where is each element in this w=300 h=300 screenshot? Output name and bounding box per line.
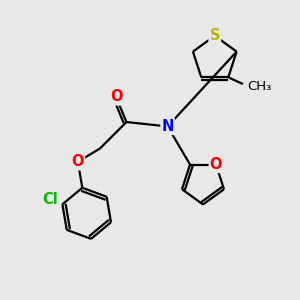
Text: S: S bbox=[209, 28, 220, 43]
Text: CH₃: CH₃ bbox=[248, 80, 272, 93]
Text: O: O bbox=[210, 157, 222, 172]
Text: O: O bbox=[110, 89, 122, 104]
Text: N: N bbox=[161, 119, 174, 134]
Text: O: O bbox=[72, 154, 84, 169]
Text: Cl: Cl bbox=[42, 192, 58, 207]
